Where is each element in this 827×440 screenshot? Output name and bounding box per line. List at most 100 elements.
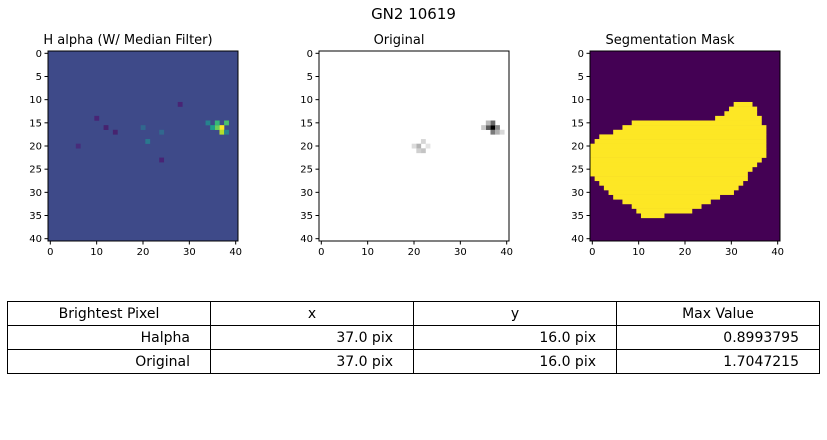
mask-row [590, 157, 762, 163]
x-tick-label: 20 [137, 247, 150, 258]
mask-row [733, 101, 753, 107]
x-tick-label: 40 [771, 247, 784, 258]
mask-row [613, 129, 767, 135]
x-tick-label: 30 [183, 247, 196, 258]
heatmap-cell [140, 125, 146, 130]
original-panel: Original 0 10 20 30 40 0 5 10 15 20 25 30 35 40 [279, 33, 519, 268]
row-max: 1.7047215 [616, 349, 820, 374]
y-tick-label: 30 [571, 188, 584, 199]
table-row: Original 37.0 pix 16.0 pix 1.7047215 [7, 349, 820, 374]
heatmap-cell [224, 120, 229, 126]
heatmap-cell [205, 120, 211, 126]
mask-row [622, 199, 711, 205]
heatmap-cell [495, 125, 500, 130]
table-header-cell: y [413, 301, 617, 326]
heatmap-cell [411, 143, 417, 149]
mask-row [631, 203, 702, 209]
heatmap-cell [425, 143, 431, 149]
row-y: 16.0 pix [413, 325, 617, 350]
y-tick-label: 0 [307, 49, 313, 60]
mask-row [590, 143, 767, 149]
brightest-pixel-table: Brightest Pixel x y Max Value Halpha 37.… [7, 301, 820, 374]
x-tick-label: 30 [454, 247, 467, 258]
x-tick-label: 20 [408, 247, 421, 258]
mask-row [622, 125, 767, 131]
heatmap-cell [177, 101, 183, 107]
halpha-title: H alpha (W/ Median Filter) [43, 33, 213, 48]
table-row: Halpha 37.0 pix 16.0 pix 0.8993795 [7, 325, 820, 350]
y-tick-label: 25 [29, 165, 42, 176]
x-tick-label: 40 [229, 247, 242, 258]
y-tick-label: 15 [571, 118, 584, 129]
x-tick-label: 0 [589, 247, 595, 258]
row-y: 16.0 pix [413, 349, 617, 374]
y-tick-label: 5 [578, 72, 584, 83]
mask-panel: Segmentation Mask 0 10 20 30 40 0 5 10 15 20 25 30 3… [550, 33, 790, 268]
heatmap-cell [94, 115, 100, 121]
mask-row [594, 176, 748, 182]
y-tick-label: 35 [29, 211, 42, 222]
heatmap-cell [485, 125, 491, 130]
y-tick-label: 15 [300, 118, 313, 129]
heatmap-cell [75, 143, 81, 149]
heatmap-cell [224, 129, 229, 135]
mask-row [636, 208, 693, 214]
mask-row [724, 111, 758, 117]
heatmap-cell [485, 120, 491, 126]
heatmap-cell [490, 129, 496, 135]
heatmap-cell [214, 120, 220, 126]
row-x: 37.0 pix [210, 325, 414, 350]
y-tick-label: 5 [36, 72, 42, 83]
y-tick-label: 20 [571, 142, 584, 153]
x-tick-label: 20 [679, 247, 692, 258]
x-tick-label: 40 [500, 247, 513, 258]
y-tick-label: 25 [571, 165, 584, 176]
y-tick-label: 40 [29, 234, 42, 245]
mask-row [603, 185, 739, 191]
heatmap-cell [420, 148, 426, 154]
mask-title: Segmentation Mask [605, 33, 735, 48]
y-tick-label: 30 [29, 188, 42, 199]
heatmap-cell [416, 143, 422, 149]
y-tick-label: 40 [571, 234, 584, 245]
y-tick-label: 25 [300, 165, 313, 176]
halpha-heatmap: 0 10 20 30 40 0 5 10 15 20 25 30 35 40 [29, 49, 242, 258]
mask-row [640, 213, 665, 219]
table-header-cell: Brightest Pixel [7, 301, 211, 326]
mask-row [729, 106, 758, 112]
row-label: Original [7, 349, 211, 374]
row-x: 37.0 pix [210, 349, 414, 374]
y-tick-label: 35 [300, 211, 313, 222]
y-tick-label: 5 [307, 72, 313, 83]
y-tick-label: 0 [36, 49, 42, 60]
y-tick-label: 20 [300, 142, 313, 153]
halpha-panel: H alpha (W/ Median Filter) 0 10 20 30 40 0 5 10… [8, 33, 248, 268]
figure-title: GN2 10619 [371, 5, 456, 23]
table-header-row: Brightest Pixel x y Max Value [7, 301, 820, 326]
x-tick-label: 0 [318, 247, 324, 258]
mask-row [590, 162, 758, 168]
heatmap-cell [103, 125, 109, 130]
heatmap-cell [159, 129, 165, 135]
mask-row [590, 166, 753, 172]
heatmap-cell [159, 157, 165, 163]
mask-row [631, 120, 762, 126]
y-tick-label: 35 [571, 211, 584, 222]
heatmap-cell [219, 129, 225, 135]
mask-row [594, 139, 767, 144]
y-tick-label: 10 [571, 95, 584, 106]
heatmap-cell [210, 125, 216, 130]
table-header-cell: Max Value [616, 301, 820, 326]
y-tick-label: 40 [300, 234, 313, 245]
x-tick-label: 30 [725, 247, 738, 258]
row-max: 0.8993795 [616, 325, 820, 350]
row-label: Halpha [7, 325, 211, 350]
brightest-pixel [219, 125, 225, 130]
mask-row [590, 152, 767, 158]
heatmap-cell [499, 129, 505, 135]
heatmap-cell [490, 120, 496, 126]
original-heatmap: 0 10 20 30 40 0 5 10 15 20 25 30 35 40 [300, 49, 513, 258]
x-tick-label: 10 [361, 247, 374, 258]
heatmap-cell [420, 139, 426, 144]
y-tick-label: 20 [29, 142, 42, 153]
